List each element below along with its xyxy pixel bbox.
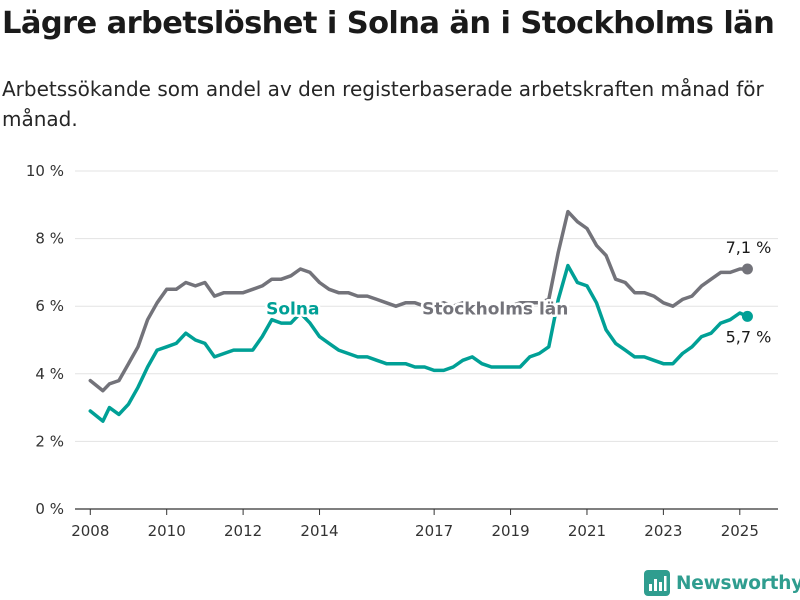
x-tick-label: 2014 bbox=[300, 522, 338, 540]
newsworthy-logo-icon bbox=[644, 570, 670, 596]
series-end-point-solna bbox=[741, 310, 753, 322]
x-tick-label: 2019 bbox=[491, 522, 529, 540]
x-tick-label: 2012 bbox=[224, 522, 262, 540]
y-tick-label: 2 % bbox=[35, 432, 64, 450]
brand-name: Newsworthy bbox=[676, 572, 800, 594]
series-line-stockholms-län bbox=[88, 209, 750, 393]
x-tick-label: 2021 bbox=[568, 522, 606, 540]
y-tick-label: 6 % bbox=[35, 297, 64, 315]
x-tick-label: 2017 bbox=[415, 522, 453, 540]
y-tick-label: 4 % bbox=[35, 365, 64, 383]
x-tick-label: 2025 bbox=[721, 522, 759, 540]
series-label: Solna bbox=[266, 300, 319, 320]
x-tick-label: 2023 bbox=[644, 522, 682, 540]
series-line-solna bbox=[88, 263, 750, 423]
chart-subtitle: Arbetssökande som andel av den registerb… bbox=[2, 77, 764, 131]
x-tick-label: 2010 bbox=[148, 522, 186, 540]
series-end-label: 7,1 % bbox=[726, 238, 772, 257]
x-tick-label: 2008 bbox=[71, 522, 109, 540]
y-tick-label: 0 % bbox=[35, 500, 64, 518]
series-end-label: 5,7 % bbox=[726, 327, 772, 346]
series-end-point-stockholms-län bbox=[741, 263, 753, 275]
y-tick-label: 10 % bbox=[26, 162, 64, 180]
newsworthy-brand: Newsworthy bbox=[644, 568, 800, 598]
chart-title: Lägre arbetslöshet i Solna än i Stockhol… bbox=[2, 6, 775, 41]
series-label: Stockholms län bbox=[422, 300, 568, 320]
y-tick-label: 8 % bbox=[35, 230, 64, 248]
